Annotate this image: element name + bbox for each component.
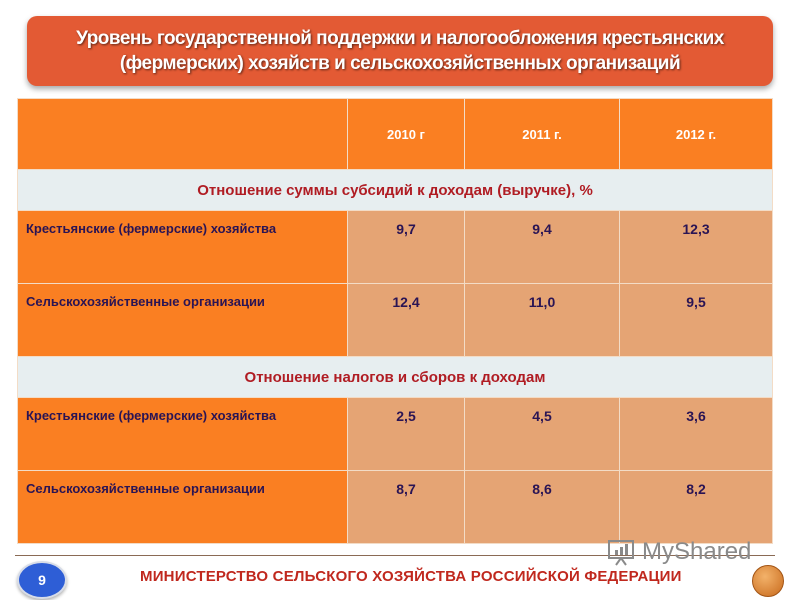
header-cell-2011: 2011 г. <box>464 98 620 170</box>
ministry-emblem-icon <box>752 565 784 597</box>
header-cell-2012: 2012 г. <box>619 98 773 170</box>
cell-value: 8,2 <box>619 470 773 544</box>
presentation-chart-icon <box>608 540 634 566</box>
title-banner: Уровень государственной поддержки и нало… <box>27 16 773 86</box>
table-row: Крестьянские (фермерские) хозяйства 9,7 … <box>17 210 773 284</box>
header-cell-empty <box>17 98 348 170</box>
ministry-name: МИНИСТЕРСТВО СЕЛЬСКОГО ХОЗЯЙСТВА РОССИЙС… <box>140 568 682 585</box>
table-header-row: 2010 г 2011 г. 2012 г. <box>17 98 773 170</box>
title-line-1: Уровень государственной поддержки и нало… <box>76 28 724 49</box>
slide-number: 9 <box>38 572 46 588</box>
table-row: Сельскохозяйственные организации 8,7 8,6… <box>17 470 773 544</box>
cell-value: 12,4 <box>347 283 465 357</box>
cell-value: 11,0 <box>464 283 620 357</box>
cell-value: 2,5 <box>347 397 465 471</box>
cell-value: 3,6 <box>619 397 773 471</box>
row-label: Сельскохозяйственные организации <box>17 470 348 544</box>
cell-value: 8,6 <box>464 470 620 544</box>
header-cell-2010: 2010 г <box>347 98 465 170</box>
section-heading-row: Отношение суммы субсидий к доходам (выру… <box>17 169 773 211</box>
watermark: MyShared <box>606 537 751 567</box>
table-row: Крестьянские (фермерские) хозяйства 2,5 … <box>17 397 773 471</box>
section-heading-taxes: Отношение налогов и сборов к доходам <box>17 356 773 398</box>
title-line-2: (фермерских) хозяйств и сельскохозяйстве… <box>119 53 681 74</box>
section-heading-subsidies: Отношение суммы субсидий к доходам (выру… <box>17 169 773 211</box>
row-label: Крестьянские (фермерские) хозяйства <box>17 397 348 471</box>
section-heading-row: Отношение налогов и сборов к доходам <box>17 356 773 398</box>
row-label: Крестьянские (фермерские) хозяйства <box>17 210 348 284</box>
cell-value: 4,5 <box>464 397 620 471</box>
watermark-text: MyShared <box>642 538 752 565</box>
footer-divider <box>15 555 775 556</box>
slide-number-badge: 9 <box>17 561 67 599</box>
cell-value: 9,5 <box>619 283 773 357</box>
cell-value: 12,3 <box>619 210 773 284</box>
table-row: Сельскохозяйственные организации 12,4 11… <box>17 283 773 357</box>
data-table: 2010 г 2011 г. 2012 г. Отношение суммы с… <box>17 98 773 544</box>
row-label: Сельскохозяйственные организации <box>17 283 348 357</box>
cell-value: 8,7 <box>347 470 465 544</box>
cell-value: 9,7 <box>347 210 465 284</box>
cell-value: 9,4 <box>464 210 620 284</box>
